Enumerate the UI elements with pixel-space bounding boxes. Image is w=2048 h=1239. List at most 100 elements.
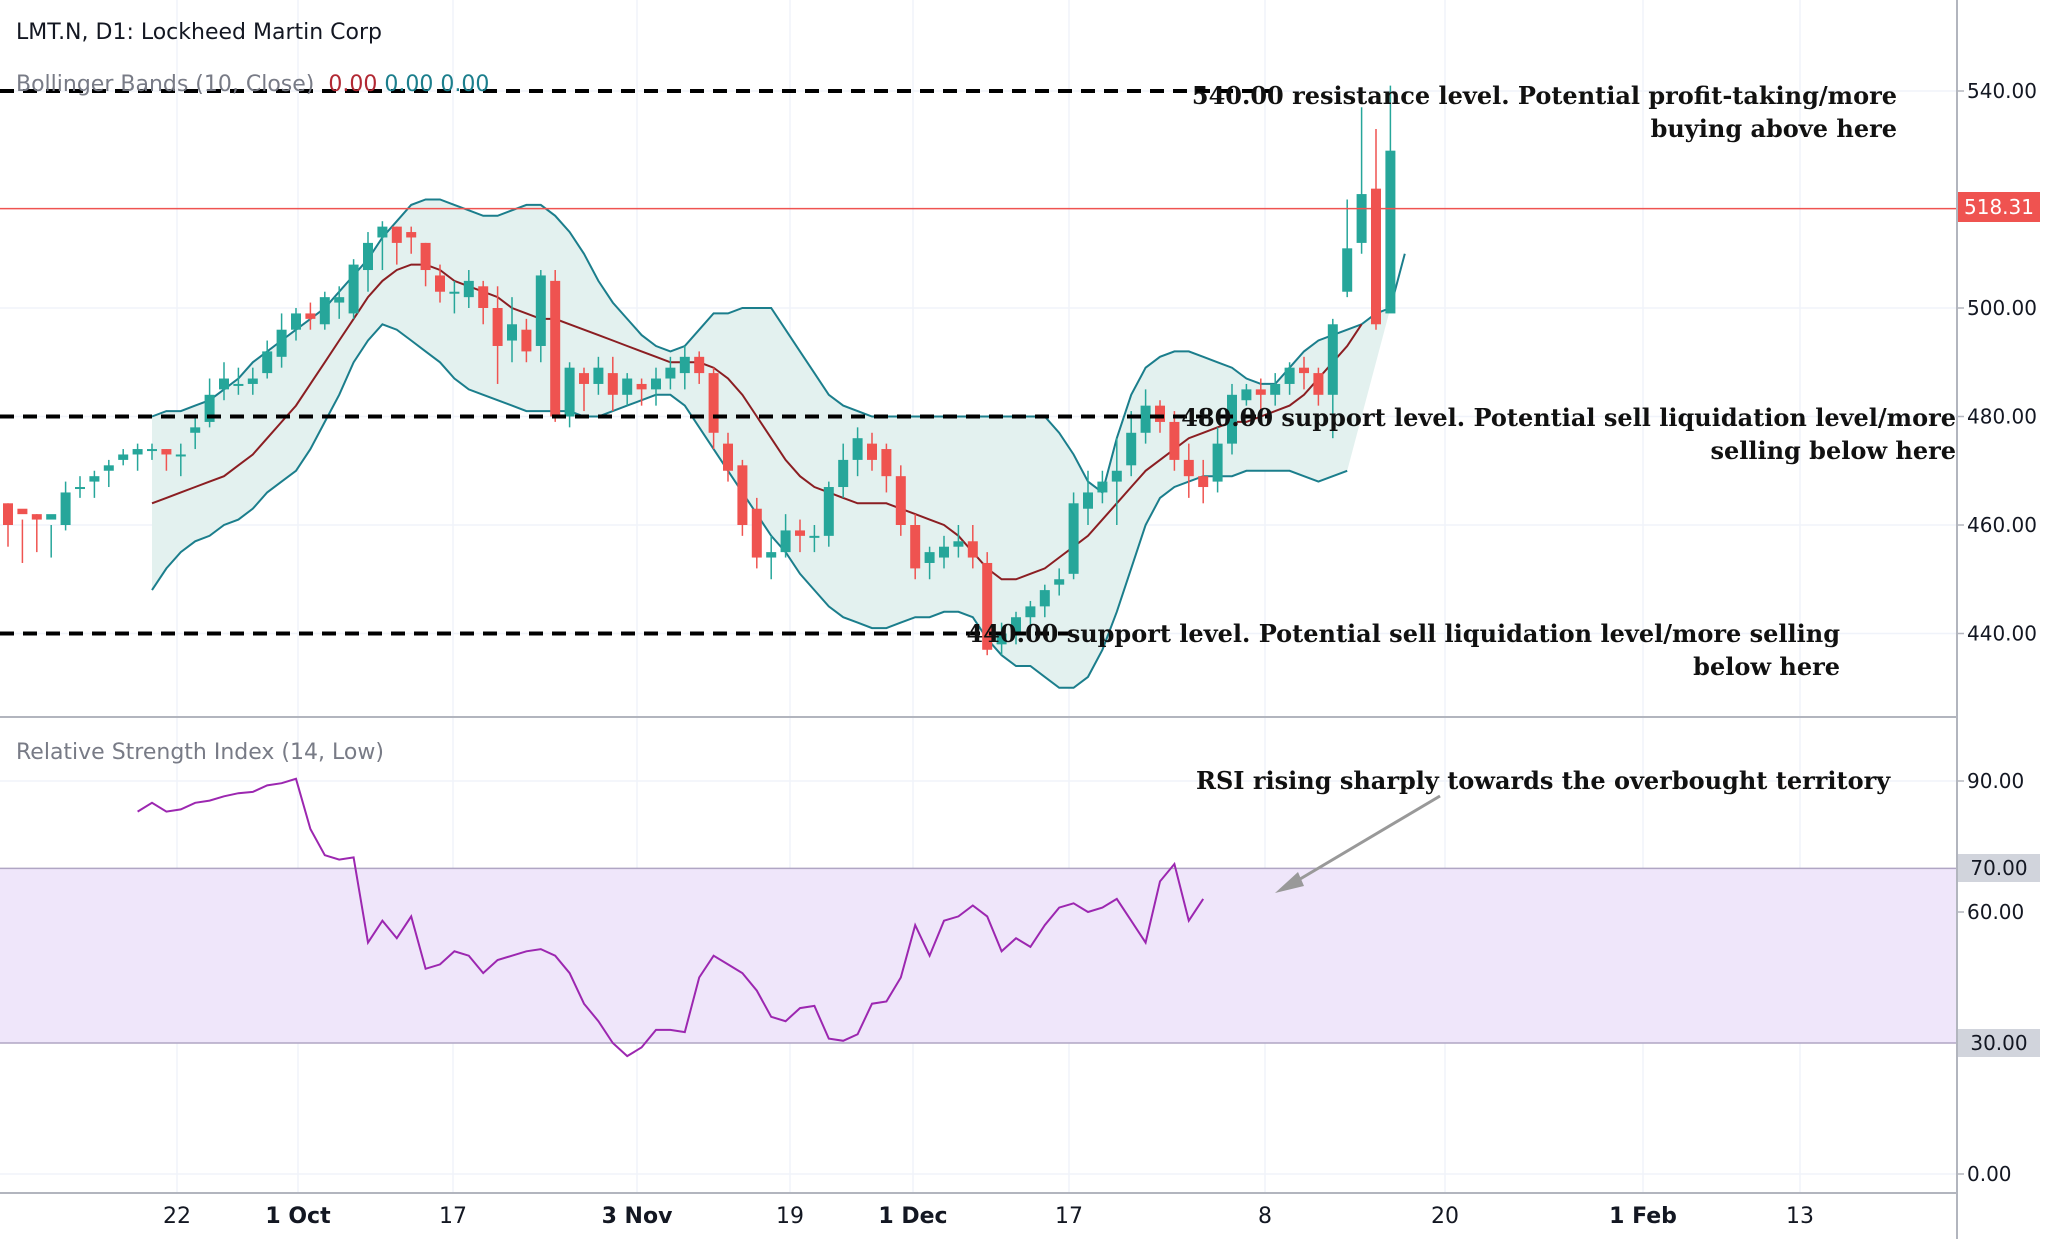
candle [348, 259, 359, 319]
candle-body [118, 454, 129, 460]
candle-body [535, 275, 546, 346]
candle [1169, 411, 1180, 471]
rsi-tick-label: 0.00 [1967, 1162, 2012, 1186]
candle-body [89, 476, 100, 482]
candle [1183, 443, 1194, 498]
candle [1198, 459, 1209, 504]
candle-body [1111, 470, 1122, 482]
candle [1111, 438, 1122, 525]
rsi-annotation-arrow [1289, 794, 1441, 887]
support-440-line-1: 440.00 support level. Potential sell liq… [966, 619, 1840, 648]
candle-body [1327, 324, 1338, 395]
candle-body [46, 514, 57, 520]
candle [1083, 470, 1093, 525]
candle-body [3, 503, 13, 525]
candle-body [1126, 432, 1137, 466]
candle [881, 443, 892, 493]
candle [795, 519, 805, 553]
support-440-line-2: below here [1693, 652, 1840, 681]
bollinger-lower-line [151, 323, 1348, 689]
candle-body [780, 530, 791, 553]
candle-body [348, 264, 359, 314]
candle-body [795, 530, 805, 536]
support-480-annotation: 480.00 support level. Potential sell liq… [1181, 401, 1956, 467]
candle-body [579, 373, 589, 384]
candle-body [1371, 188, 1381, 325]
candle [1227, 383, 1237, 455]
candle-body [593, 367, 604, 384]
candle-body [1255, 389, 1266, 395]
candle [1025, 600, 1036, 629]
candle [118, 449, 129, 466]
candle-body [132, 449, 143, 455]
bollinger-basis-line [151, 263, 1363, 581]
candle [175, 443, 186, 477]
time-tick-label: 22 [163, 1204, 191, 1229]
candle [809, 525, 820, 553]
current-price-tag: 518.31 [1958, 192, 2040, 222]
candle-body [1385, 150, 1396, 314]
candle-body [967, 541, 978, 558]
candle-body [1270, 383, 1281, 395]
candle-body [910, 525, 921, 569]
candle-body [1083, 492, 1093, 509]
candle [924, 546, 935, 580]
candle-body [694, 356, 705, 374]
candle-body [75, 487, 85, 490]
candle-body [852, 438, 863, 460]
chart-title: LMT.N, D1: Lockheed Martin Corp [16, 20, 382, 45]
candle-body [60, 492, 71, 525]
candle-body [406, 232, 417, 238]
candle-body [291, 313, 301, 330]
candle-body [1212, 443, 1223, 482]
candle [204, 378, 215, 428]
candle [823, 481, 834, 547]
candle [60, 481, 71, 531]
bollinger-upper-value: 0.00 [384, 72, 434, 97]
candle-body [809, 535, 820, 538]
candle [953, 525, 964, 558]
candle [132, 443, 143, 471]
candle [233, 367, 244, 395]
candle [636, 378, 647, 406]
candle [219, 362, 229, 401]
bollinger-basis-value: 0.00 [328, 72, 378, 97]
candle-body [1227, 394, 1237, 444]
candle [1241, 383, 1252, 406]
resistance-540-line-1: 540.00 resistance level. Potential profi… [1191, 81, 1897, 110]
candle-body [319, 297, 330, 325]
candle [262, 340, 273, 379]
support-440-annotation: 440.00 support level. Potential sell liq… [966, 617, 1840, 683]
candle-body [679, 356, 690, 374]
candle-body [305, 313, 316, 319]
candle-body [895, 476, 906, 525]
time-tick-label: 1 Oct [265, 1204, 331, 1229]
candle-body [219, 378, 229, 390]
time-tick-label: 1 Feb [1609, 1204, 1677, 1229]
candle [780, 514, 791, 558]
price-tick-label: 440.00 [1967, 622, 2037, 646]
candle [377, 221, 388, 271]
candle-body [737, 465, 748, 525]
candle-body [636, 383, 647, 390]
candle-body [1241, 389, 1252, 401]
candle-body [103, 465, 114, 471]
candle-body [17, 508, 28, 515]
candle-body [708, 373, 719, 433]
time-tick-label: 3 Nov [602, 1204, 673, 1229]
candle-body [1342, 248, 1353, 292]
candle [103, 459, 114, 488]
candle-body [1183, 459, 1194, 477]
candle-body [233, 383, 244, 386]
candle [449, 280, 460, 314]
candle-body [1054, 579, 1065, 585]
time-tick-label: 8 [1258, 1204, 1272, 1229]
candle [161, 449, 172, 471]
time-tick-label: 13 [1786, 1204, 1814, 1229]
time-tick-label: 17 [439, 1204, 467, 1229]
candle-body [1198, 476, 1209, 488]
candle-body [1097, 481, 1108, 493]
candle [982, 552, 993, 656]
rsi-annotation-arrowhead [1275, 872, 1304, 893]
